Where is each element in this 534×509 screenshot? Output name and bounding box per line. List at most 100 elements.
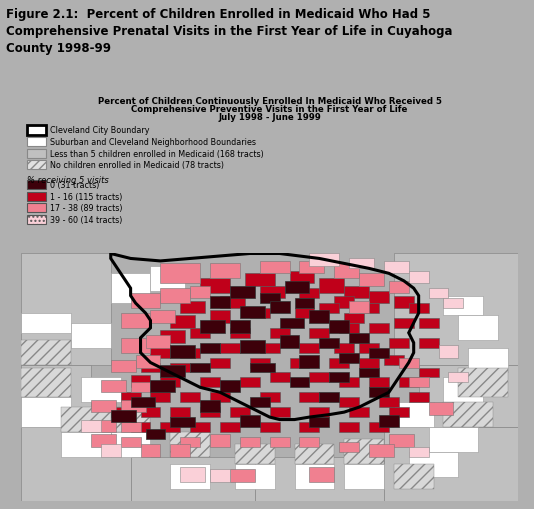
Bar xyxy=(319,303,339,314)
Bar xyxy=(419,338,438,348)
Bar xyxy=(339,323,359,333)
Bar xyxy=(389,281,409,294)
Bar xyxy=(289,358,309,368)
Bar xyxy=(295,298,315,308)
Bar xyxy=(289,378,309,387)
Bar xyxy=(280,318,304,328)
Bar xyxy=(136,355,160,368)
Bar xyxy=(369,422,389,432)
Bar xyxy=(409,271,429,284)
Bar xyxy=(200,407,220,417)
Bar xyxy=(230,407,250,417)
Bar xyxy=(260,262,289,274)
Bar xyxy=(389,338,409,348)
Bar xyxy=(379,398,399,407)
Bar xyxy=(200,378,220,387)
Bar xyxy=(319,338,339,348)
Bar xyxy=(71,323,111,348)
Bar xyxy=(91,400,116,412)
Bar xyxy=(91,420,116,432)
Bar xyxy=(429,427,478,452)
Bar xyxy=(329,373,349,383)
Bar xyxy=(200,343,220,353)
Bar xyxy=(111,407,131,417)
Bar xyxy=(344,314,364,323)
Bar xyxy=(170,407,190,417)
Bar xyxy=(285,281,309,294)
Bar xyxy=(235,464,274,489)
Bar xyxy=(300,422,319,432)
Bar xyxy=(121,314,151,328)
Bar xyxy=(21,365,91,427)
Bar xyxy=(429,403,453,415)
Bar xyxy=(170,316,195,328)
Bar xyxy=(449,373,468,383)
Bar xyxy=(170,363,190,373)
Bar xyxy=(334,264,359,279)
Bar xyxy=(151,392,170,403)
Bar xyxy=(329,321,349,333)
Bar xyxy=(190,286,210,298)
Bar xyxy=(140,363,160,373)
Bar xyxy=(270,407,289,417)
Bar xyxy=(61,432,111,457)
Bar xyxy=(145,335,170,348)
Bar xyxy=(270,328,289,338)
Bar xyxy=(101,444,121,457)
Bar xyxy=(27,149,46,158)
Bar xyxy=(151,266,185,291)
Bar xyxy=(250,308,270,318)
Bar xyxy=(210,264,240,279)
Bar xyxy=(260,343,280,353)
Bar xyxy=(409,378,429,387)
Bar xyxy=(240,378,260,387)
Bar xyxy=(160,378,180,387)
Text: Figure 2.1:  Percent of Children Enrolled in Medicaid Who Had 5
Comprehensive Pr: Figure 2.1: Percent of Children Enrolled… xyxy=(6,8,453,55)
Bar xyxy=(329,358,349,368)
Bar xyxy=(131,457,255,501)
Bar xyxy=(438,346,458,358)
Bar xyxy=(27,126,46,135)
Bar xyxy=(160,289,190,303)
Bar xyxy=(300,343,319,353)
Bar xyxy=(260,294,280,303)
Text: Cleveland City Boundary: Cleveland City Boundary xyxy=(50,126,150,135)
Text: Comprehensive Preventive Visits in the First Year of Life: Comprehensive Preventive Visits in the F… xyxy=(131,105,408,114)
Bar xyxy=(220,380,240,392)
Bar xyxy=(220,296,245,308)
Bar xyxy=(121,400,145,412)
Bar xyxy=(280,335,300,348)
Bar xyxy=(339,378,359,387)
Bar xyxy=(419,318,438,328)
Bar xyxy=(131,294,160,308)
Bar xyxy=(443,378,483,403)
Bar xyxy=(359,343,379,353)
Bar xyxy=(131,422,151,432)
Bar xyxy=(91,435,116,447)
Bar xyxy=(344,464,384,489)
Bar xyxy=(270,373,289,383)
Bar xyxy=(419,365,518,427)
Bar xyxy=(309,254,339,266)
Bar xyxy=(27,192,46,201)
Bar xyxy=(210,296,230,308)
Bar xyxy=(180,437,200,447)
Bar xyxy=(230,286,255,298)
Bar xyxy=(344,440,384,464)
Bar xyxy=(443,403,493,427)
Bar xyxy=(394,403,434,427)
Bar xyxy=(81,378,121,403)
Bar xyxy=(27,204,46,213)
Bar xyxy=(429,289,449,298)
Bar xyxy=(220,422,240,432)
Bar xyxy=(300,437,319,447)
Bar xyxy=(101,380,125,392)
Bar xyxy=(160,331,185,343)
Bar xyxy=(359,358,379,368)
Bar xyxy=(27,181,46,190)
Bar xyxy=(399,378,419,387)
Bar xyxy=(240,341,265,353)
Bar xyxy=(309,467,334,482)
Bar xyxy=(27,161,46,170)
Bar xyxy=(160,365,185,378)
